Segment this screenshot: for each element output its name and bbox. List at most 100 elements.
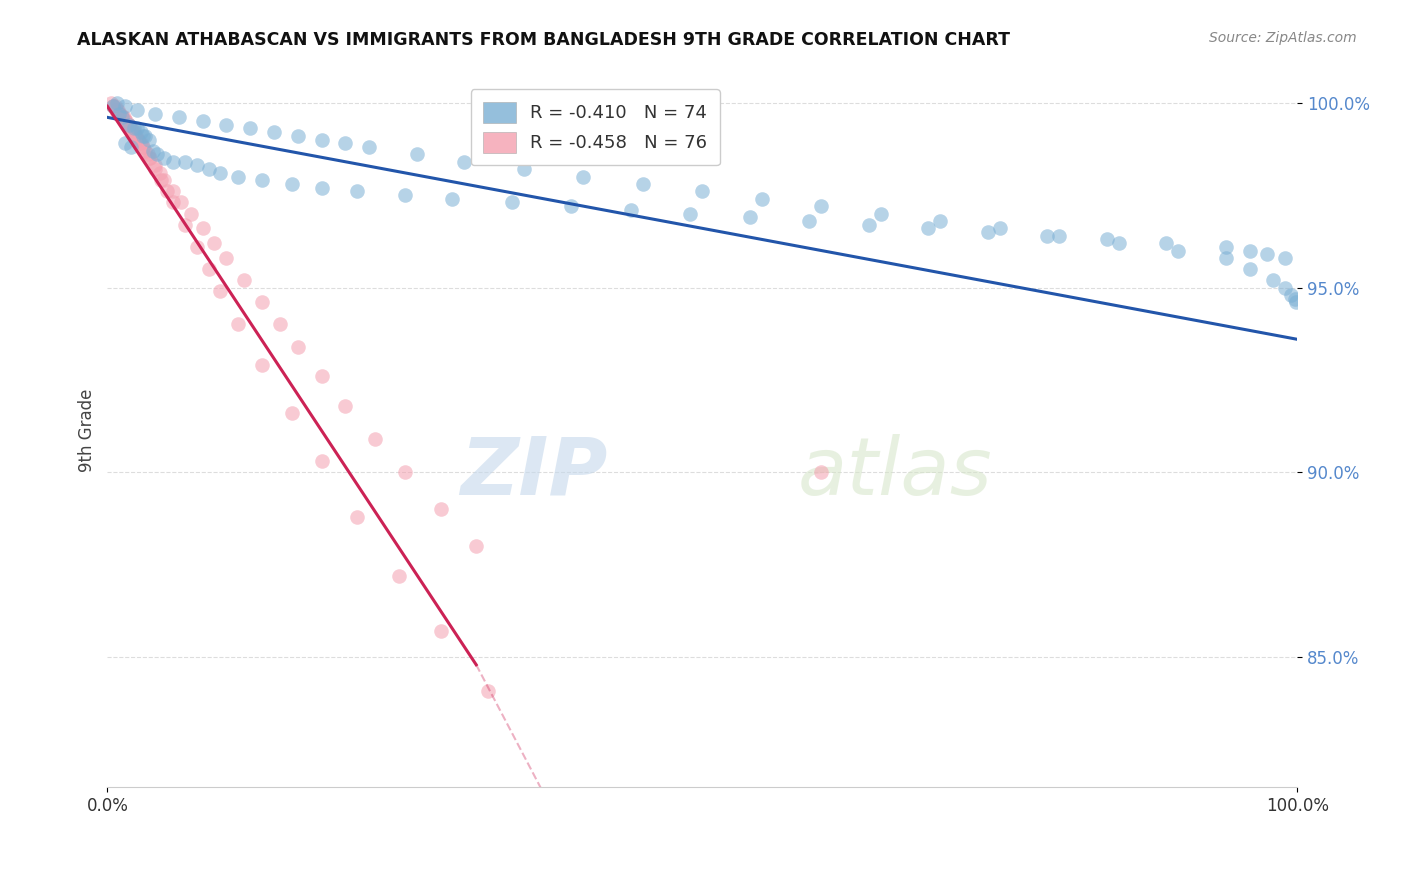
- Point: [1167, 244, 1189, 258]
- Point: [170, 195, 193, 210]
- Point: [465, 540, 488, 554]
- Point: [572, 169, 595, 184]
- Point: [111, 111, 134, 125]
- Point: [281, 406, 304, 420]
- Point: [143, 162, 166, 177]
- Point: [287, 128, 309, 143]
- Text: atlas: atlas: [797, 434, 993, 512]
- Point: [1274, 251, 1296, 265]
- Point: [311, 180, 333, 194]
- Legend: R = -0.410   N = 74, R = -0.458   N = 76: R = -0.410 N = 74, R = -0.458 N = 76: [471, 89, 720, 165]
- Point: [132, 140, 155, 154]
- Point: [346, 185, 368, 199]
- Point: [988, 221, 1011, 235]
- Point: [167, 111, 190, 125]
- Point: [120, 121, 142, 136]
- Point: [111, 111, 134, 125]
- Point: [191, 114, 214, 128]
- Point: [1108, 236, 1130, 251]
- Point: [917, 221, 939, 235]
- Point: [125, 128, 148, 143]
- Point: [136, 147, 159, 161]
- Point: [127, 132, 149, 146]
- Point: [346, 509, 368, 524]
- Point: [197, 162, 219, 177]
- Point: [118, 118, 141, 132]
- Point: [173, 218, 195, 232]
- Point: [477, 683, 499, 698]
- Point: [501, 195, 523, 210]
- Point: [104, 103, 127, 117]
- Point: [118, 118, 141, 132]
- Point: [209, 284, 232, 298]
- Point: [738, 211, 761, 225]
- Point: [153, 173, 176, 187]
- Point: [233, 273, 256, 287]
- Point: [1215, 251, 1237, 265]
- Point: [108, 106, 131, 120]
- Point: [103, 99, 125, 113]
- Point: [631, 177, 654, 191]
- Point: [215, 118, 238, 132]
- Point: [226, 169, 249, 184]
- Point: [114, 114, 136, 128]
- Point: [810, 199, 832, 213]
- Point: [250, 173, 273, 187]
- Point: [117, 118, 139, 132]
- Point: [394, 466, 416, 480]
- Point: [118, 118, 141, 132]
- Point: [173, 154, 195, 169]
- Point: [114, 136, 136, 151]
- Point: [153, 151, 176, 165]
- Point: [110, 106, 132, 120]
- Point: [359, 140, 381, 154]
- Point: [120, 140, 142, 154]
- Point: [100, 95, 122, 110]
- Point: [134, 128, 156, 143]
- Point: [138, 151, 160, 165]
- Point: [1285, 295, 1308, 310]
- Point: [751, 192, 773, 206]
- Point: [108, 106, 131, 120]
- Point: [103, 99, 125, 113]
- Point: [1095, 232, 1118, 246]
- Text: ALASKAN ATHABASCAN VS IMMIGRANTS FROM BANGLADESH 9TH GRADE CORRELATION CHART: ALASKAN ATHABASCAN VS IMMIGRANTS FROM BA…: [77, 31, 1011, 49]
- Point: [124, 128, 146, 143]
- Point: [162, 154, 184, 169]
- Point: [111, 111, 134, 125]
- Point: [127, 121, 149, 136]
- Point: [103, 99, 125, 113]
- Point: [1156, 236, 1178, 251]
- Point: [134, 144, 156, 158]
- Point: [239, 121, 262, 136]
- Point: [132, 140, 155, 154]
- Point: [114, 114, 136, 128]
- Point: [1284, 292, 1306, 306]
- Point: [929, 214, 952, 228]
- Point: [162, 195, 184, 210]
- Point: [127, 103, 149, 117]
- Point: [132, 128, 155, 143]
- Point: [869, 206, 891, 220]
- Point: [162, 185, 184, 199]
- Point: [186, 158, 208, 172]
- Point: [104, 103, 127, 117]
- Point: [186, 240, 208, 254]
- Point: [799, 214, 821, 228]
- Point: [129, 125, 152, 139]
- Point: [679, 206, 702, 220]
- Point: [269, 318, 291, 332]
- Point: [114, 99, 136, 113]
- Point: [311, 454, 333, 468]
- Point: [335, 399, 357, 413]
- Point: [122, 121, 145, 136]
- Point: [105, 95, 128, 110]
- Point: [118, 121, 141, 136]
- Point: [197, 262, 219, 277]
- Point: [146, 147, 169, 161]
- Point: [121, 125, 143, 139]
- Point: [138, 132, 160, 146]
- Point: [107, 106, 129, 120]
- Point: [250, 295, 273, 310]
- Point: [115, 114, 138, 128]
